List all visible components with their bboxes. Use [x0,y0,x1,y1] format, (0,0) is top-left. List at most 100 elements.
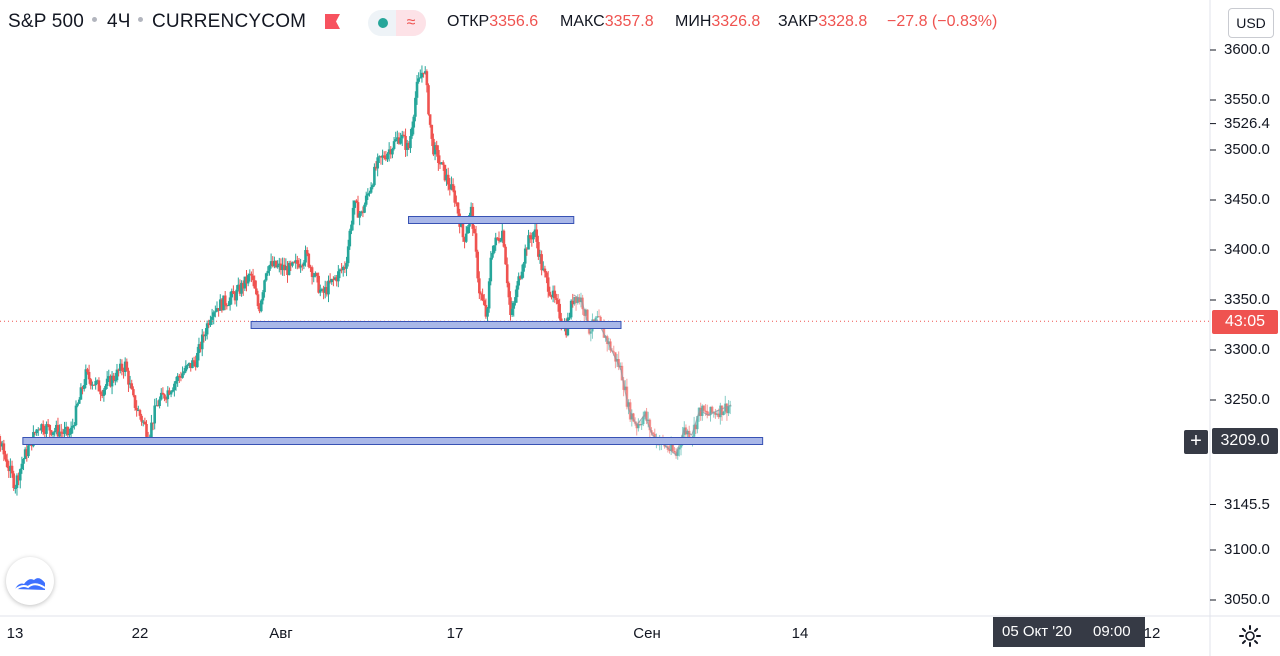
symbol-name[interactable]: S&P 500 [8,11,85,32]
candle-body [717,413,721,418]
candle-body [25,449,29,457]
candle-body [230,291,234,298]
candle-body [520,271,524,279]
crosshair-date-label: 05 Окт '20 09:00 [993,617,1145,647]
candle-body [71,425,75,428]
candle-body [586,309,589,327]
flag-icon[interactable] [324,13,341,30]
candle-body [276,265,279,268]
candle-body [607,341,611,345]
candle-body [391,148,394,155]
candle-body [296,260,299,264]
candle-body [196,353,199,368]
price-tick-label: 3600.0 [1224,41,1270,58]
candle-body [499,240,502,242]
candle-body [463,237,466,242]
horizontal-level [408,216,575,224]
candle-body [66,426,70,436]
candle-body [100,394,104,396]
candle-body [719,405,722,418]
candle-body [530,238,534,240]
candle-body [628,402,632,420]
candle-body [279,263,283,271]
candle-body [179,376,183,378]
candle-body [266,270,270,274]
candle-body [358,213,361,218]
candle-body [514,297,517,303]
candle-body [110,375,114,387]
candle-body [694,424,698,430]
candle-body [120,363,124,371]
candle-body [584,309,588,316]
candle-body [253,280,257,289]
candle-body [397,137,401,144]
candle-body [318,289,322,293]
candle-body [173,383,176,391]
candle-body [709,406,712,416]
price-tick-label: 3300.0 [1224,341,1270,358]
time-tick-label: 22 [131,625,149,642]
currency-button[interactable]: USD [1228,8,1274,38]
candle-body [574,296,578,303]
candle-body [351,207,355,225]
candle-body [132,389,135,396]
candle-body [505,264,509,284]
candle-body [701,405,704,416]
candle-body [438,162,442,165]
candle-body [374,166,378,169]
candle-body [617,359,620,368]
tradingview-logo-icon[interactable] [6,557,54,605]
candle-body [94,380,97,386]
candle-body [20,463,24,470]
candle-body [627,402,630,407]
candle-body [368,192,371,194]
candle-body [261,292,265,301]
candle-body [366,193,370,196]
candle-body [623,386,627,390]
candle-body [445,174,448,181]
candle-body [218,299,222,311]
candle-body [58,431,61,437]
candle-body [23,449,27,459]
candle-body [343,266,347,269]
candle-body [632,413,635,422]
candle-body [143,421,147,424]
market-status-pill[interactable]: ≈ [368,10,426,36]
candle-body [466,226,470,234]
candle-body [609,341,612,351]
candle-body [346,246,350,264]
candle-body [461,222,465,238]
candle-body [158,399,161,406]
wave-icon: ≈ [396,10,426,36]
candle-body [199,344,202,350]
candle-body [105,378,109,386]
candle-body [27,445,30,457]
candle-body [92,384,96,386]
interval-label[interactable]: 4Ч [107,11,131,32]
candle-body [73,425,76,427]
gear-icon[interactable] [1238,624,1262,648]
candle-body [648,419,652,431]
candle-body [432,138,435,155]
candle-body [453,190,457,203]
candle-body [161,392,165,395]
candle-body [669,443,673,451]
candle-body [46,424,50,426]
candle-body [55,424,58,431]
candle-body [114,380,117,382]
candle-body [191,360,194,369]
candle-body [328,280,332,283]
plus-icon[interactable]: + [1184,430,1208,454]
candle-body [43,431,47,434]
candle-body [68,434,71,436]
candle-body [450,184,453,190]
candle-body [250,273,253,276]
candle-body [535,229,539,242]
candle-body [197,344,201,354]
candle-body [487,281,491,309]
time-tick-label: 14 [791,625,809,642]
exchange-label[interactable]: CURRENCYCOM [152,11,307,32]
candle-body [99,391,102,395]
candle-body [430,124,434,139]
